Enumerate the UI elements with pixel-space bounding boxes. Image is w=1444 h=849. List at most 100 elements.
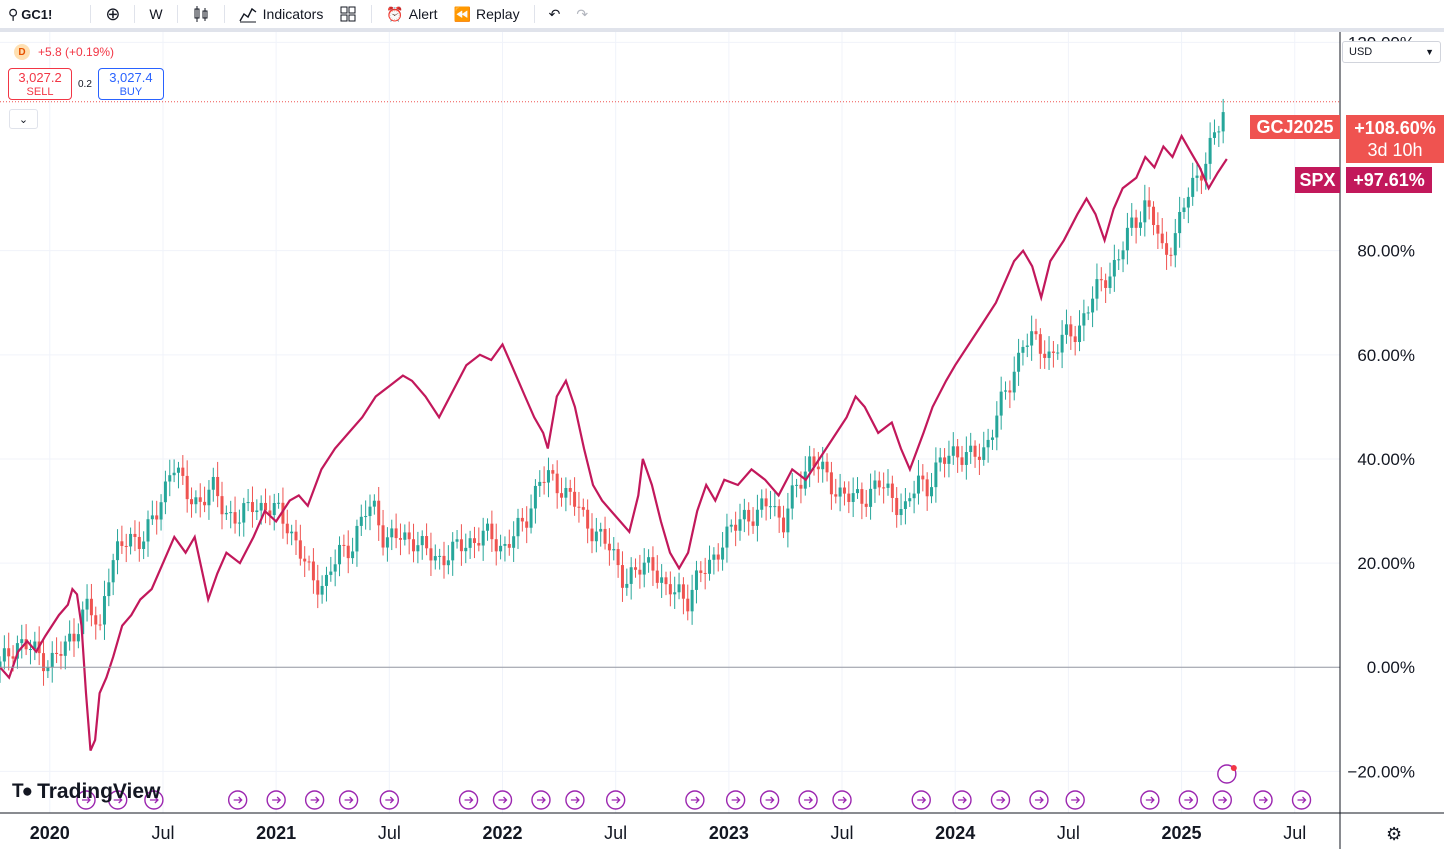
dividend-badge[interactable]: D — [14, 44, 30, 60]
candle-body — [629, 567, 633, 584]
gear-icon[interactable]: ⚙ — [1386, 824, 1403, 844]
candle-body — [394, 528, 398, 539]
grid-icon — [340, 6, 356, 22]
price-axis[interactable]: 120.00%80.00%60.00%40.00%20.00%0.00%−20.… — [1347, 33, 1415, 781]
time-axis[interactable]: 2020 Jul 2021 Jul 2022 Jul 2023 Jul 2024 Jul 2025 J… — [30, 823, 1306, 843]
candle-body — [755, 509, 759, 526]
arrow-right-icon — [1184, 796, 1194, 804]
candle-body — [429, 548, 433, 561]
candle-body — [620, 565, 624, 588]
event-marker — [725, 790, 746, 810]
candle-body — [372, 500, 376, 507]
price-chart[interactable]: 120.00%80.00%60.00%40.00%20.00%0.00%−20.… — [0, 32, 1444, 849]
arrow-right-icon — [917, 796, 927, 804]
event-marker — [108, 790, 128, 810]
event-marker — [304, 790, 325, 810]
buy-button[interactable]: 3,027.4 BUY — [97, 68, 164, 100]
candle-body — [281, 502, 285, 524]
candle-body — [764, 498, 768, 507]
event-marker — [266, 790, 286, 810]
top-toolbar: ⚲ GC1! ⊕ W Indicators ⏰ Alert ⏪ Replay — [0, 0, 1444, 32]
candle-body — [1182, 207, 1186, 212]
candle-body — [451, 541, 455, 561]
candle-body — [311, 561, 315, 581]
candle-body — [438, 555, 442, 557]
candle-body — [229, 512, 233, 514]
arrow-right-icon — [385, 796, 395, 804]
time-axis-label: Jul — [831, 823, 854, 843]
candle-body — [1017, 352, 1021, 372]
candle-body — [982, 447, 986, 460]
candle-body — [1095, 279, 1099, 299]
arrow-right-icon — [272, 796, 282, 804]
candle-body — [760, 498, 764, 510]
candle-body — [398, 538, 402, 540]
candle-body — [190, 499, 194, 505]
candle-body — [825, 461, 829, 473]
indicators-button[interactable]: Indicators — [231, 0, 332, 28]
candle-body — [860, 489, 864, 504]
candle-body — [1108, 276, 1112, 288]
candle-body — [1208, 137, 1212, 164]
toolbar-divider — [371, 5, 373, 23]
arrow-right-icon — [1259, 796, 1268, 804]
candle-body — [668, 584, 672, 595]
currency-select[interactable]: USD ▼ — [1342, 41, 1441, 63]
candle-body — [407, 532, 411, 540]
candle-body — [7, 648, 11, 657]
undo-button[interactable]: ↶ — [541, 0, 569, 28]
candle-body — [686, 598, 690, 612]
candle-body — [294, 531, 298, 541]
spx-line — [0, 133, 1228, 751]
interval-button[interactable]: W — [141, 0, 170, 28]
event-marker — [990, 790, 1011, 810]
tradingview-logo[interactable]: T● TradingView — [12, 780, 160, 804]
candle-body — [1047, 351, 1051, 358]
candle-body — [486, 523, 490, 531]
event-marker — [492, 790, 513, 810]
toolbar-divider — [134, 5, 136, 23]
redo-button[interactable]: ↷ — [568, 0, 596, 28]
layouts-button[interactable] — [331, 0, 365, 28]
candle-body — [799, 484, 803, 489]
candle-body — [146, 519, 150, 542]
candle-body — [1195, 175, 1199, 178]
chart-type-button[interactable] — [184, 0, 218, 28]
candle-body — [28, 649, 32, 651]
arrow-right-icon — [1034, 796, 1044, 804]
candle-body — [786, 508, 790, 533]
alert-button[interactable]: ⏰ Alert — [378, 0, 445, 28]
candle-body — [98, 624, 102, 626]
candle-body — [120, 541, 124, 546]
alarm-clock-icon: ⏰ — [386, 5, 404, 22]
candle-body — [351, 551, 355, 559]
event-marker — [1065, 790, 1085, 810]
currency-label: USD — [1349, 46, 1373, 58]
time-axis-label: 2021 — [256, 823, 296, 843]
candle-body — [1191, 177, 1195, 197]
candle-body — [203, 501, 207, 506]
candle-body — [255, 510, 259, 513]
symbol-search-button[interactable]: ⚲ GC1! — [0, 0, 60, 28]
compare-add-button[interactable]: ⊕ — [97, 0, 128, 28]
sell-button[interactable]: 3,027.2 SELL — [8, 68, 72, 100]
candle-body — [377, 500, 381, 526]
candle-body — [768, 506, 772, 508]
candle-body — [829, 472, 833, 495]
candle-body — [703, 572, 707, 574]
price-axis-label: −20.00% — [1347, 762, 1415, 781]
time-axis-label: Jul — [378, 823, 401, 843]
event-marker — [911, 790, 931, 810]
candle-body — [664, 577, 668, 585]
replay-button[interactable]: ⏪ Replay — [446, 0, 528, 28]
trade-panel: 3,027.2 SELL 0.2 3,027.4 BUY — [8, 68, 164, 100]
candle-body — [185, 475, 189, 500]
candle-body — [555, 473, 559, 494]
gc-value: +108.60% — [1354, 118, 1436, 138]
candle-body — [181, 467, 185, 476]
legend-collapse-button[interactable]: ⌄ — [9, 109, 38, 129]
candle-body — [1104, 280, 1108, 288]
candle-body — [1199, 175, 1203, 181]
candle-body — [137, 536, 141, 549]
candle-body — [594, 531, 598, 542]
